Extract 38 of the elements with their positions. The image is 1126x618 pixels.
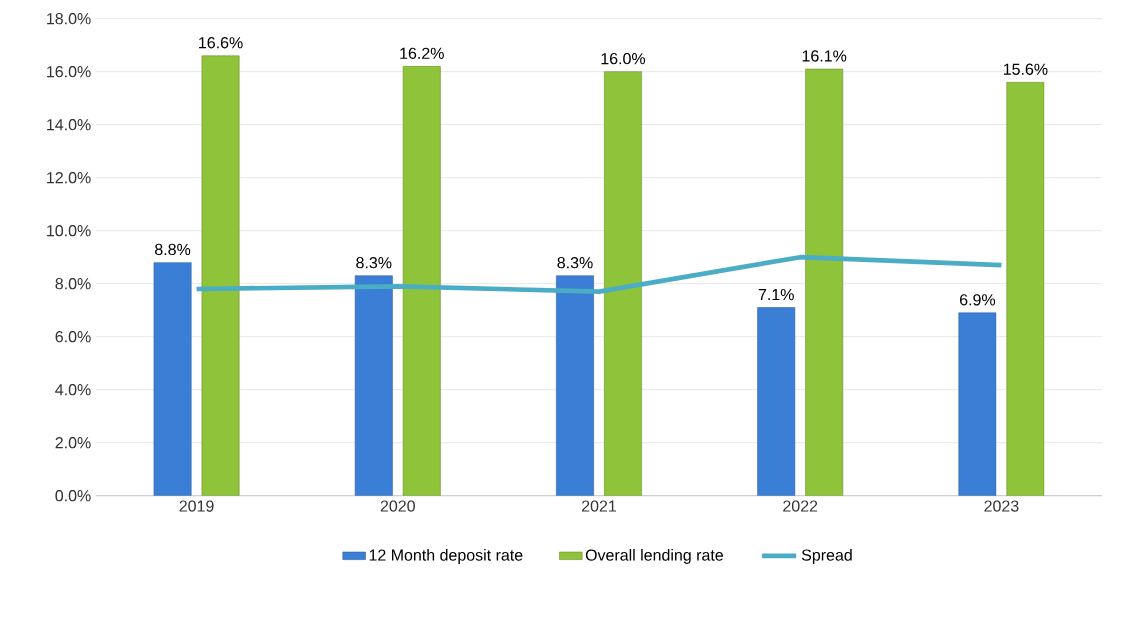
x-tick-label: 2019 [179,500,214,512]
data-label: 16.2% [400,47,444,59]
bar [556,275,594,496]
data-label: 16.0% [601,52,646,65]
data-label: 7.1% [758,288,794,301]
legend-label: Overall lending rate [585,548,723,564]
y-tick-label: 16.0% [47,65,91,78]
bar [958,312,997,496]
y-tick-label: 4.0% [55,383,91,396]
legend-label: Spread [801,548,852,564]
y-tick-label: 18.0% [47,12,91,25]
data-label: 15.6% [1003,63,1048,75]
y-tick-label: 8.0% [55,277,91,290]
y-tick-label: 12.0% [47,171,91,184]
x-tick-label: 2021 [581,500,616,512]
bar [604,71,642,496]
y-tick-label: 14.0% [47,118,91,131]
x-tick-label: 2022 [783,500,818,512]
data-label: 16.1% [802,50,847,62]
bar [402,65,441,496]
y-tick-label: 6.0% [55,330,91,343]
bar [354,275,393,496]
x-tick-label: 2023 [984,500,1019,512]
bar [757,307,796,496]
legend-label: 12 Month deposit rate [369,548,523,564]
data-label: 8.8% [155,243,191,255]
bar [201,55,240,496]
data-label: 8.3% [557,256,593,269]
data-label: 8.3% [356,256,392,269]
bar [153,262,192,496]
y-tick-label: 10.0% [47,224,91,237]
y-tick-label: 0.0% [55,489,91,502]
x-tick-label: 2020 [380,500,415,512]
y-tick-label: 2.0% [55,436,91,449]
data-label: 16.6% [199,36,243,49]
data-label: 6.9% [960,294,996,306]
bar [805,68,844,496]
bar [1006,81,1045,496]
